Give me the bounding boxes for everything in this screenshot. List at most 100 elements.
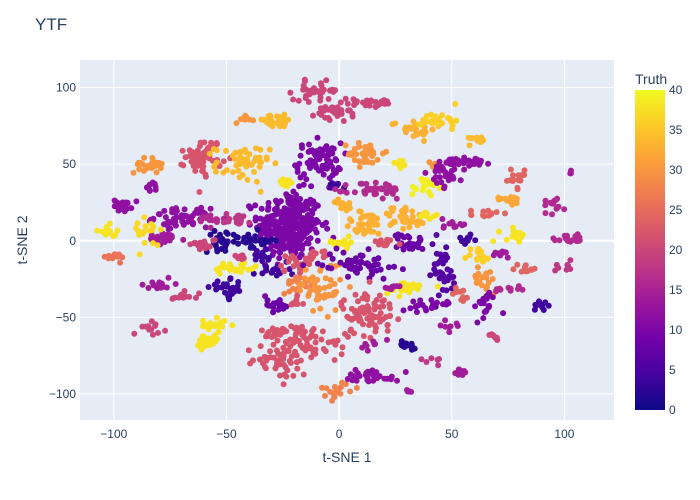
scatter-point <box>345 233 352 240</box>
scatter-point <box>337 188 344 195</box>
scatter-point <box>385 188 392 195</box>
colorbar-tick-label: 15 <box>669 283 683 297</box>
scatter-point <box>496 228 502 235</box>
scatter-point <box>270 354 277 361</box>
scatter-point <box>205 284 212 290</box>
scatter-point <box>371 185 378 192</box>
scatter-point <box>319 222 326 228</box>
scatter-point <box>214 278 221 285</box>
scatter-point <box>271 206 278 213</box>
scatter-point <box>318 149 325 156</box>
scatter-point <box>339 379 345 386</box>
scatter-point <box>119 203 125 210</box>
scatter-point <box>410 298 417 305</box>
scatter-point <box>367 228 374 235</box>
scatter-point <box>460 159 467 166</box>
scatter-point <box>304 341 311 348</box>
scatter-point <box>212 338 218 345</box>
scatter-point <box>136 166 143 173</box>
scatter-point <box>365 378 372 385</box>
scatter-point <box>465 157 472 164</box>
scatter-point <box>351 330 357 337</box>
scatter-point <box>134 220 141 227</box>
scatter-point <box>364 303 371 310</box>
scatter-point <box>152 321 159 328</box>
scatter-point <box>263 333 269 340</box>
scatter-point <box>141 154 148 161</box>
scatter-point <box>225 218 232 225</box>
scatter-point <box>253 248 260 254</box>
scatter-point <box>408 341 415 348</box>
scatter-point <box>438 163 445 170</box>
scatter-point <box>552 267 559 274</box>
scatter-point <box>202 224 209 231</box>
scatter-point <box>379 150 386 157</box>
scatter-point <box>322 162 329 168</box>
scatter-point <box>242 149 249 156</box>
scatter-point <box>415 130 422 137</box>
scatter-point <box>389 190 396 197</box>
scatter-point <box>215 329 222 335</box>
scatter-point <box>418 176 425 183</box>
scatter-point <box>567 170 574 177</box>
scatter-point <box>510 266 517 273</box>
scatter-point <box>422 169 429 176</box>
scatter-point <box>293 359 300 366</box>
scatter-point <box>507 166 514 173</box>
scatter-point <box>289 252 295 259</box>
scatter-point <box>250 117 257 124</box>
scatter-point <box>212 168 219 175</box>
scatter-point <box>347 388 354 395</box>
scatter-point <box>378 240 385 247</box>
scatter-point <box>433 232 440 238</box>
scatter-point <box>318 336 325 343</box>
scatter-point <box>292 348 299 355</box>
scatter-point <box>282 225 289 232</box>
scatter-point <box>466 252 473 259</box>
scatter-point <box>430 176 437 183</box>
scatter-point <box>552 196 559 203</box>
scatter-point <box>179 147 186 154</box>
scatter-point <box>198 204 205 211</box>
scatter-point <box>290 263 297 270</box>
x-tick-label: −50 <box>216 427 237 441</box>
scatter-point <box>240 213 247 220</box>
scatter-point <box>153 169 160 176</box>
scatter-point <box>272 365 279 372</box>
scatter-point <box>384 321 391 328</box>
scatter-point <box>447 323 454 330</box>
scatter-point <box>131 330 138 337</box>
colorbar-tick-label: 30 <box>669 163 683 177</box>
scatter-point <box>229 288 236 295</box>
scatter-point <box>484 255 491 262</box>
scatter-point <box>287 343 294 350</box>
scatter-point <box>303 176 310 183</box>
scatter-point <box>273 237 279 244</box>
scatter-point <box>286 278 293 284</box>
scatter-point <box>353 266 360 273</box>
scatter-point <box>487 269 494 275</box>
scatter-point <box>262 365 269 372</box>
scatter-point <box>368 212 375 219</box>
scatter-point <box>380 275 387 282</box>
scatter-point <box>196 290 203 297</box>
scatter-point <box>459 372 466 378</box>
scatter-point <box>365 246 372 253</box>
scatter-point <box>540 307 547 313</box>
scatter-point <box>452 101 459 107</box>
scatter-point <box>325 292 332 299</box>
scatter-point <box>372 221 379 228</box>
scatter-point <box>249 265 256 272</box>
y-tick-label: 100 <box>56 81 76 95</box>
y-tick-label: 50 <box>63 157 77 171</box>
scatter-point <box>339 344 346 351</box>
scatter-point <box>192 210 198 217</box>
scatter-point <box>332 307 339 313</box>
scatter-point <box>389 121 396 128</box>
scatter-point <box>205 326 212 333</box>
scatter-point <box>326 117 333 123</box>
scatter-point <box>391 159 398 166</box>
scatter-point <box>542 202 549 209</box>
scatter-point <box>395 316 402 323</box>
scatter-point <box>323 156 330 163</box>
